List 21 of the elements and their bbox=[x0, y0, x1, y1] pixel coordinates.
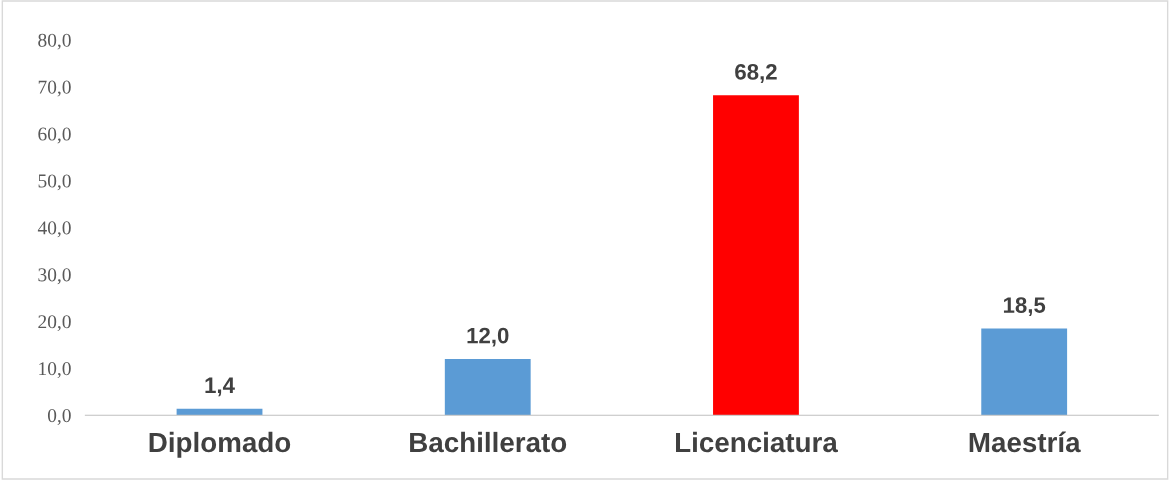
data-label: 68,2 bbox=[735, 63, 777, 83]
y-tick-label: 80,0 bbox=[38, 33, 71, 50]
data-label: 1,4 bbox=[205, 377, 235, 397]
y-tick-label: 70,0 bbox=[38, 80, 71, 97]
bar bbox=[713, 95, 799, 416]
x-tick-label: Licenciatura bbox=[676, 431, 838, 453]
y-tick-label: 0,0 bbox=[47, 409, 71, 425]
data-label: 18,5 bbox=[1003, 297, 1046, 317]
x-tick-label: Diplomado bbox=[149, 431, 291, 458]
bar bbox=[176, 408, 263, 416]
y-tick-label: 30,0 bbox=[38, 268, 71, 285]
x-tick-label: Maestría bbox=[969, 431, 1081, 453]
bar bbox=[444, 358, 531, 416]
y-tick-label: 60,0 bbox=[38, 127, 71, 144]
y-tick-label: 50,0 bbox=[38, 174, 71, 191]
data-label: 12,0 bbox=[467, 327, 509, 347]
y-tick-label: 10,0 bbox=[39, 362, 71, 379]
x-tick-label: Bachillerato bbox=[410, 431, 567, 453]
y-tick-label: 40,0 bbox=[37, 221, 71, 238]
bar bbox=[981, 328, 1068, 416]
y-tick-label: 20,0 bbox=[38, 315, 71, 332]
